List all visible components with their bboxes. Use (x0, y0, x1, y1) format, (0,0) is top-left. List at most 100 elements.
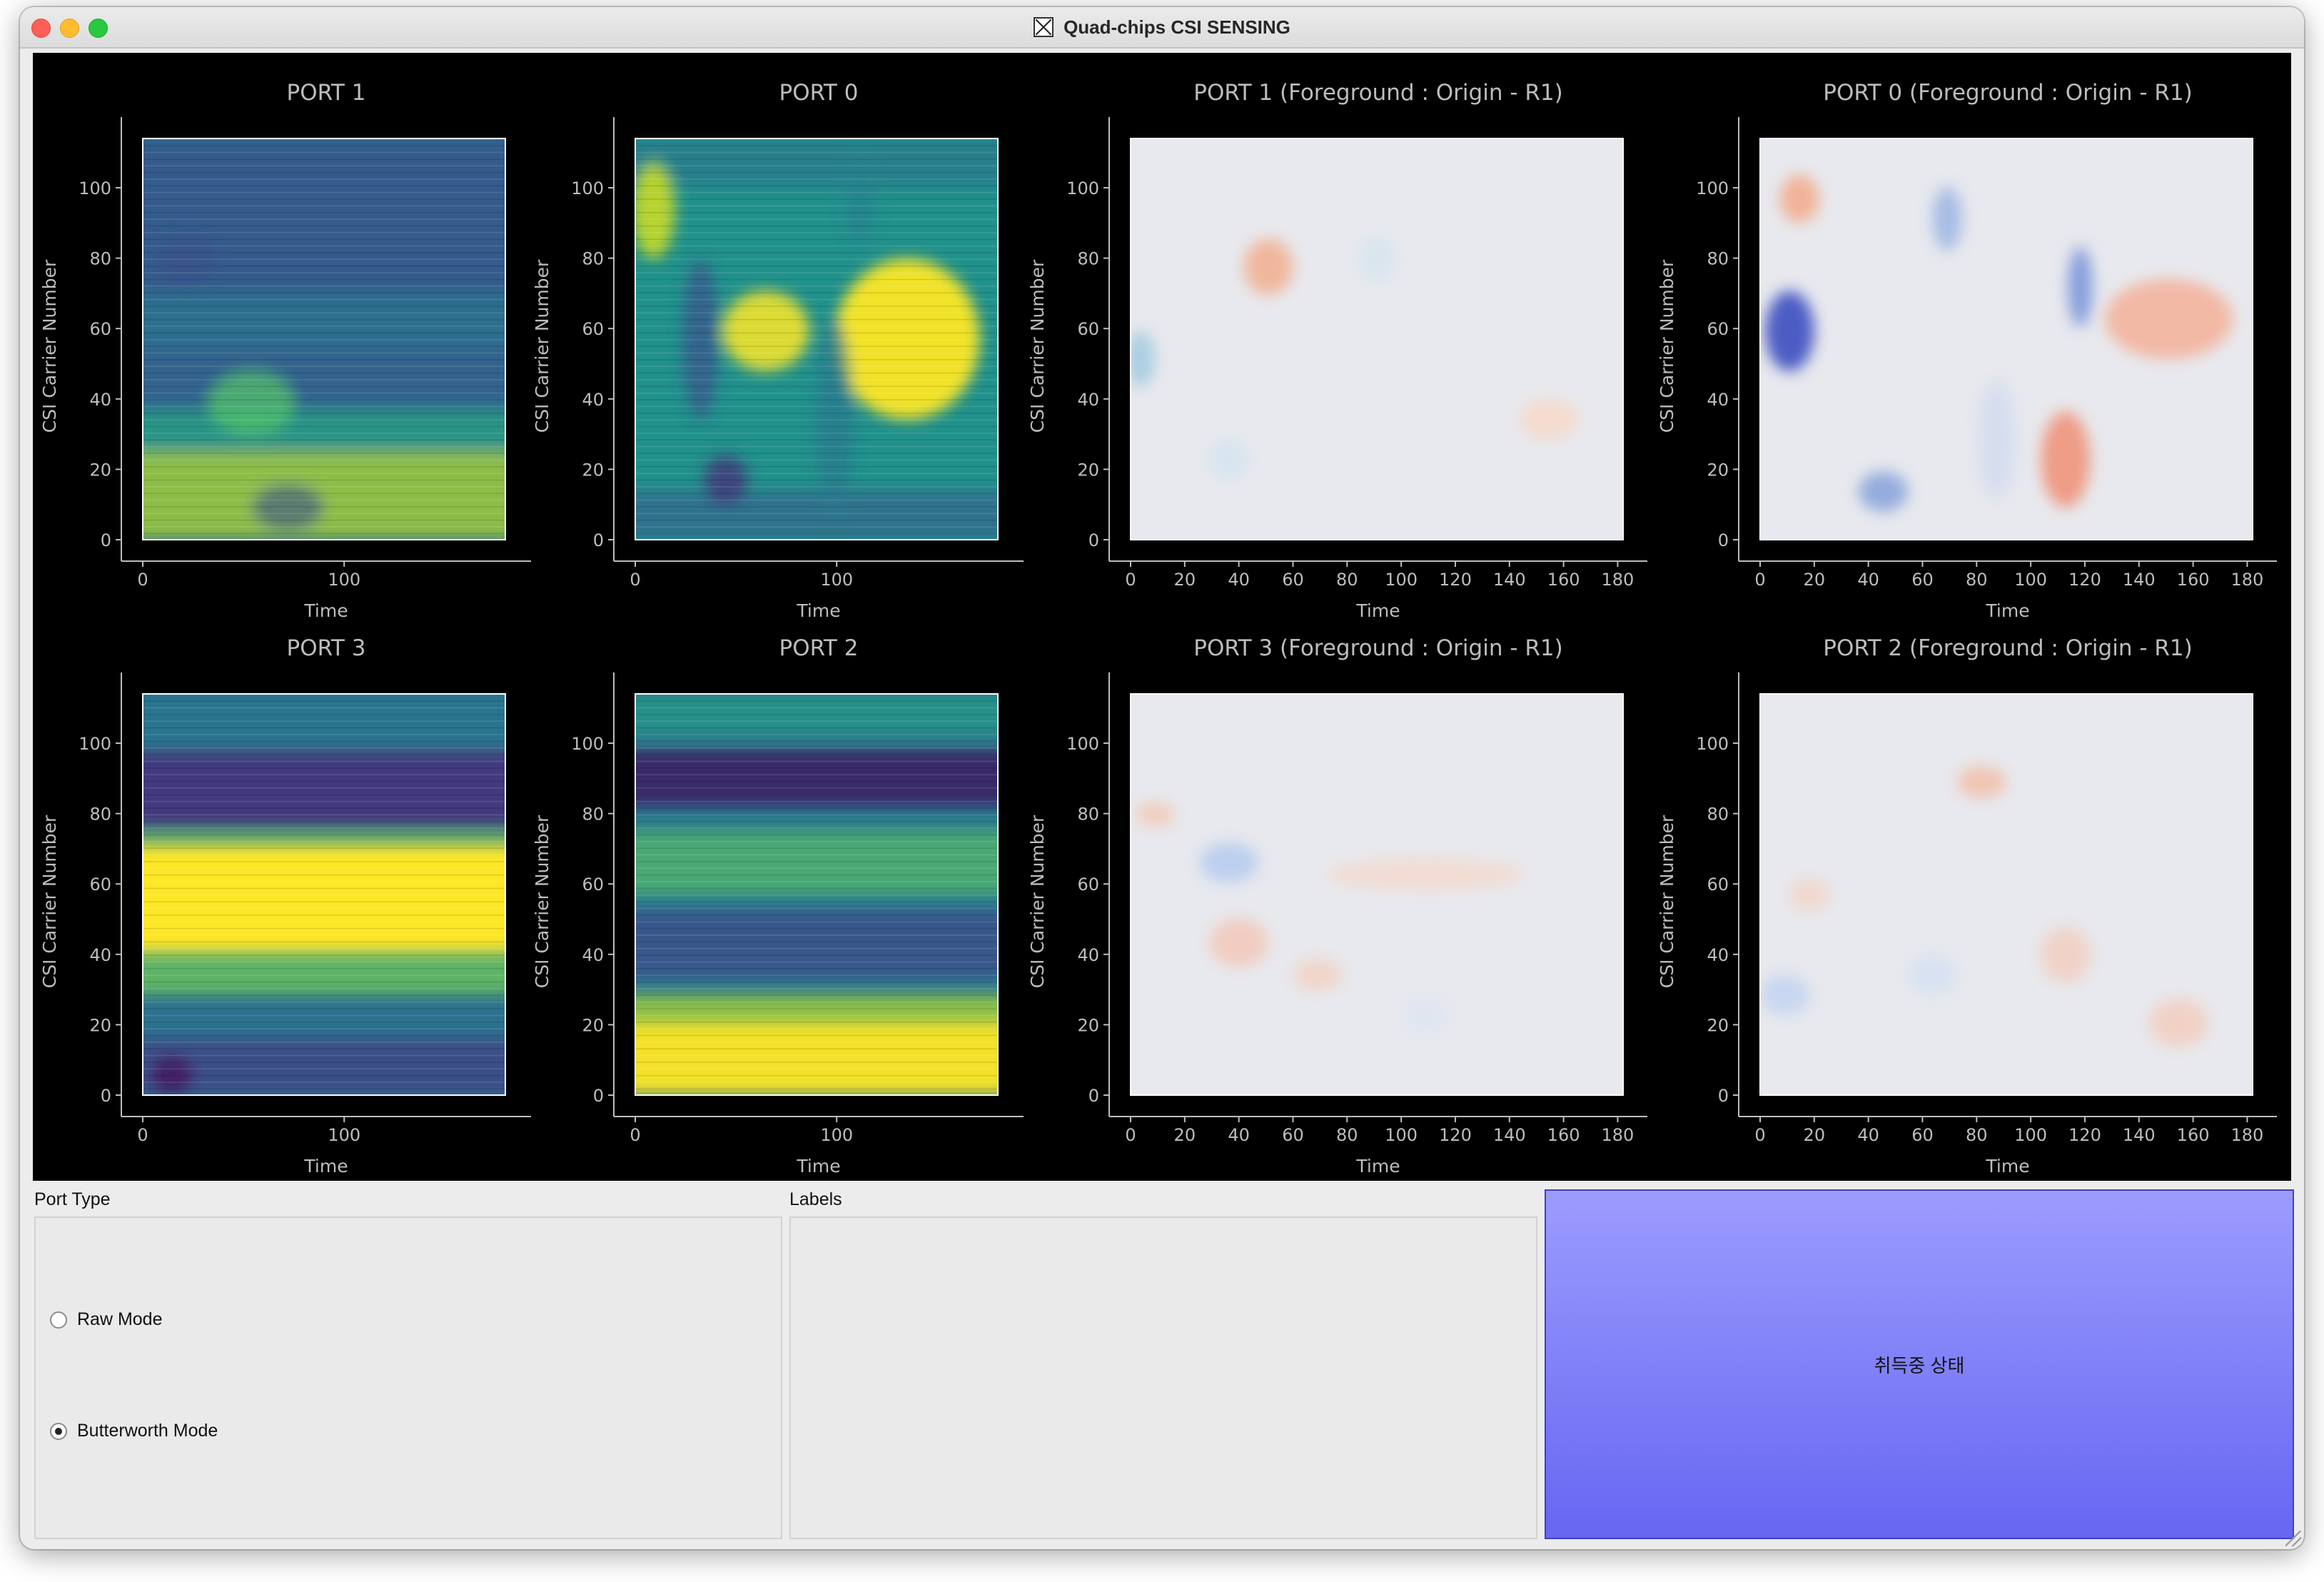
plot-title: PORT 0 (779, 80, 859, 106)
acquisition-status-label: 취득중 상태 (1874, 1354, 1965, 1376)
y-tick-label: 80 (1707, 249, 1729, 269)
x-tick-label: 100 (2014, 570, 2047, 590)
plot-title: PORT 1 (Foreground : Origin - R1) (1193, 80, 1562, 106)
y-tick-label: 80 (1077, 249, 1099, 269)
raw-mode-radio-button[interactable] (50, 1311, 67, 1329)
y-tick-label: 0 (1718, 1086, 1729, 1106)
raw-mode-radio[interactable]: Raw Mode (50, 1309, 163, 1330)
x-tick-label: 80 (1966, 1125, 1988, 1145)
y-tick-label: 20 (1077, 1015, 1099, 1035)
y-tick-label: 0 (1718, 530, 1729, 550)
y-tick-label: 80 (1707, 805, 1729, 825)
x-axis-label: Time (796, 600, 840, 621)
resize-grip-icon[interactable] (2285, 1531, 2301, 1546)
plot-title: PORT 2 (Foreground : Origin - R1) (1823, 635, 2192, 661)
plot-title: PORT 3 (287, 635, 366, 661)
maximize-window-button[interactable] (89, 19, 108, 38)
heatmap-plot: PORT 0 0 20 40 60 80 100 0 100 Time CSI Carrier Nu… (532, 80, 1024, 621)
y-tick-label: 60 (582, 875, 604, 895)
x-tick-label: 0 (630, 1125, 640, 1145)
y-tick-label: 40 (1077, 390, 1099, 410)
y-tick-label: 0 (1088, 530, 1099, 550)
y-tick-label: 0 (101, 530, 111, 550)
y-tick-label: 80 (1077, 805, 1099, 825)
heatmap-border (635, 138, 999, 540)
y-tick-label: 60 (1707, 319, 1729, 339)
y-tick-label: 80 (582, 805, 604, 825)
heatmap-border (1759, 138, 2253, 540)
plot-canvas: PORT 1 0 20 40 60 80 100 0 100 Time CSI Carrier Nu… (33, 53, 2291, 1181)
x-tick-label: 140 (2123, 1125, 2156, 1145)
heatmap-image (143, 694, 505, 1095)
x11-app-icon (1034, 17, 1054, 37)
y-tick-label: 100 (1066, 178, 1099, 198)
y-tick-label: 60 (89, 875, 111, 895)
labels-group (789, 1216, 1537, 1539)
x-tick-label: 120 (1439, 570, 1472, 590)
plots-figure: PORT 1 0 20 40 60 80 100 0 100 Time CSI Carrier Nu… (39, 80, 2277, 1177)
heatmap-image (635, 138, 998, 540)
x-tick-label: 20 (1174, 1125, 1196, 1145)
x-tick-label: 120 (1439, 1125, 1472, 1145)
minimize-window-button[interactable] (60, 19, 79, 38)
heatmap-plot: PORT 1 0 20 40 60 80 100 0 100 Time CSI Carrier Nu… (39, 80, 531, 621)
butterworth-mode-radio-button[interactable] (50, 1422, 67, 1440)
x-tick-label: 180 (1602, 1125, 1635, 1145)
x-axis-label: Time (1355, 1156, 1400, 1177)
x-axis-label: Time (303, 1156, 348, 1177)
raw-mode-label: Raw Mode (77, 1309, 163, 1329)
heatmap-image (1760, 694, 2253, 1095)
heatmap-plot: PORT 3 0 20 40 60 80 100 0 100 Time CSI Carrier Nu… (39, 635, 531, 1177)
x-tick-label: 40 (1228, 1125, 1250, 1145)
x-tick-label: 100 (1385, 1125, 1418, 1145)
y-tick-label: 100 (1696, 734, 1729, 754)
y-tick-label: 40 (89, 945, 111, 965)
y-tick-label: 60 (89, 319, 111, 339)
y-axis-label: CSI Carrier Number (1027, 259, 1048, 433)
x-tick-label: 60 (1282, 1125, 1304, 1145)
x-tick-label: 180 (2231, 570, 2264, 590)
x-tick-label: 160 (2177, 570, 2210, 590)
heatmap-border (142, 138, 506, 540)
x-tick-label: 140 (1493, 1125, 1526, 1145)
butterworth-mode-label: Butterworth Mode (77, 1421, 218, 1441)
y-tick-label: 20 (89, 1015, 111, 1035)
x-tick-label: 100 (820, 570, 853, 590)
heatmap-image (1131, 694, 1623, 1095)
x-tick-label: 160 (1547, 1125, 1580, 1145)
y-tick-label: 40 (1707, 945, 1729, 965)
y-tick-label: 100 (571, 734, 604, 754)
heatmap-plot: PORT 3 (Foreground : Origin - R1) 0 20 40 60… (1027, 635, 1647, 1177)
close-window-button[interactable] (31, 19, 51, 38)
x-axis-label: Time (1355, 600, 1400, 621)
y-axis-label: CSI Carrier Number (1657, 815, 1677, 988)
heatmap-plot: PORT 2 (Foreground : Origin - R1) 0 20 40 60… (1657, 635, 2277, 1177)
x-axis-label: Time (1985, 1156, 2029, 1177)
y-tick-label: 60 (1077, 319, 1099, 339)
x-tick-label: 60 (1911, 1125, 1934, 1145)
y-tick-label: 20 (1707, 1015, 1729, 1035)
x-tick-label: 140 (1493, 570, 1526, 590)
x-tick-label: 100 (328, 570, 360, 590)
x-tick-label: 180 (1602, 570, 1635, 590)
y-axis-label: CSI Carrier Number (39, 259, 60, 433)
y-tick-label: 20 (89, 460, 111, 480)
plot-title: PORT 3 (Foreground : Origin - R1) (1193, 635, 1562, 661)
y-tick-label: 40 (582, 945, 604, 965)
acquisition-status-button[interactable]: 취득중 상태 (1545, 1189, 2294, 1539)
y-tick-label: 80 (89, 805, 111, 825)
y-axis-label: CSI Carrier Number (532, 815, 552, 988)
heatmap-image (635, 694, 998, 1095)
labels-group-label: Labels (789, 1189, 842, 1209)
x-tick-label: 100 (328, 1125, 360, 1145)
y-tick-label: 20 (1077, 460, 1099, 480)
heatmap-image (143, 138, 505, 540)
x-axis-label: Time (796, 1156, 840, 1177)
heatmap-border (1130, 138, 1624, 540)
x-tick-label: 40 (1857, 1125, 1879, 1145)
x-axis-label: Time (1985, 600, 2029, 621)
y-tick-label: 20 (1707, 460, 1729, 480)
heatmap-image (1131, 138, 1623, 540)
butterworth-mode-radio[interactable]: Butterworth Mode (50, 1421, 218, 1441)
x-tick-label: 20 (1804, 1125, 1826, 1145)
